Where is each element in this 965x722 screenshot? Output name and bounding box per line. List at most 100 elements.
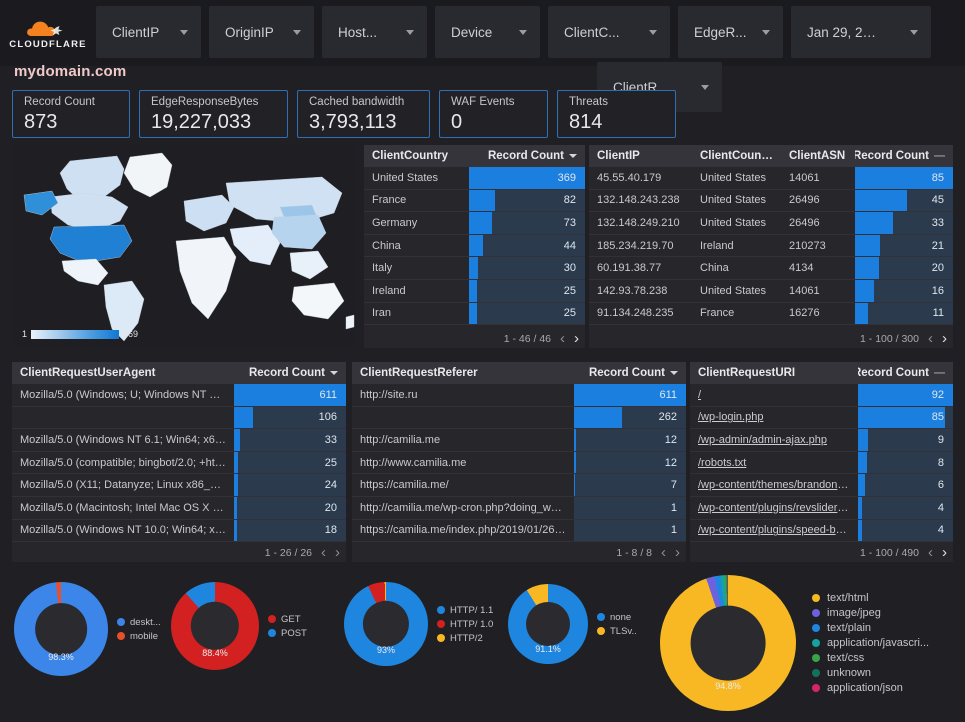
table-row[interactable]: United States 369	[364, 167, 585, 190]
cell-uri[interactable]: /wp-content/themes/brandon/plu...	[698, 479, 858, 492]
table-row[interactable]: Germany 73	[364, 212, 585, 235]
kpi-edge-response-bytes[interactable]: EdgeResponseBytes 19,227,033	[139, 90, 288, 138]
table-row[interactable]: 91.134.248.235 France 16276 11	[589, 302, 953, 326]
table-row[interactable]: 142.93.78.238 United States 14061 16	[589, 279, 953, 303]
table-row[interactable]: http://camilia.me 12	[352, 429, 686, 452]
filter-originip[interactable]: OriginIP	[209, 6, 314, 58]
next-page-button[interactable]: ›	[574, 330, 579, 347]
legend-item[interactable]: HTTP/ 1.1	[437, 605, 493, 616]
table-row[interactable]: Mozilla/5.0 (Windows NT 6.1; Win64; x64;…	[12, 429, 346, 452]
table-row[interactable]: Iran 25	[364, 302, 585, 326]
legend-item[interactable]: image/jpeg	[812, 607, 929, 619]
table-row[interactable]: http://www.camilia.me 12	[352, 451, 686, 475]
donut-chart-http-method[interactable]: 88.4% GET POST	[171, 582, 307, 670]
legend-item[interactable]: GET	[268, 614, 307, 625]
filter-device[interactable]: Device	[435, 6, 540, 58]
table-row[interactable]: /wp-content/plugins/revslider/rs-p... 4	[690, 496, 953, 520]
table-row[interactable]: 185.234.219.70 Ireland 210273 21	[589, 234, 953, 258]
col-useragent[interactable]: ClientRequestUserAgent	[20, 367, 156, 379]
filter-clientip[interactable]: ClientIP	[96, 6, 201, 58]
next-page-button[interactable]: ›	[942, 544, 947, 561]
kpi-waf-events[interactable]: WAF Events 0	[439, 90, 548, 138]
kpi-threats[interactable]: Threats 814	[557, 90, 676, 138]
world-map-chart[interactable]: 1 369	[12, 145, 356, 348]
table-client-ip[interactable]: ClientIP ClientCountry ClientASN Record …	[589, 145, 953, 348]
table-row[interactable]: 60.191.38.77 China 4134 20	[589, 257, 953, 280]
table-row[interactable]: /wp-content/plugins/speed-booste... 4	[690, 519, 953, 543]
col-record-count[interactable]: Record Count —	[858, 367, 953, 379]
table-row[interactable]: Mozilla/5.0 (compatible; bingbot/2.0; +h…	[12, 451, 346, 475]
legend-item[interactable]: TLSv..	[597, 626, 637, 637]
legend-item[interactable]: mobile	[117, 631, 161, 642]
kpi-cached-bandwidth[interactable]: Cached bandwidth 3,793,113	[297, 90, 430, 138]
table-row[interactable]: /robots.txt 8	[690, 451, 953, 475]
table-row[interactable]: Mozilla/5.0 (Macintosh; Intel Mac OS X 1…	[12, 496, 346, 520]
legend-item[interactable]: deskt...	[117, 617, 161, 628]
table-row[interactable]: http://camilia.me/wp-cron.php?doing_wp_c…	[352, 496, 686, 520]
table-row[interactable]: China 44	[364, 234, 585, 258]
table-row[interactable]: 262	[352, 406, 686, 430]
table-row[interactable]: Mozilla/5.0 (Windows NT 10.0; Win64; x64…	[12, 519, 346, 543]
legend-item[interactable]: text/css	[812, 652, 929, 664]
col-clientcountry[interactable]: ClientCountry	[372, 150, 449, 162]
table-row[interactable]: /wp-content/themes/brandon/plu... 6	[690, 474, 953, 497]
col-record-count[interactable]: Record Count	[574, 367, 686, 379]
cell-uri[interactable]: /robots.txt	[698, 456, 747, 469]
prev-page-button[interactable]: ‹	[661, 544, 666, 561]
table-referer[interactable]: ClientRequestReferer Record Count http:/…	[352, 362, 686, 562]
col-clientip[interactable]: ClientIP	[597, 150, 640, 162]
table-row[interactable]: https://camilia.me/ 7	[352, 474, 686, 497]
legend-item[interactable]: HTTP/2	[437, 633, 493, 644]
legend-item[interactable]: unknown	[812, 667, 929, 679]
cell-uri[interactable]: /wp-content/plugins/revslider/rs-p...	[698, 501, 858, 514]
donut-chart-http-version[interactable]: 93% HTTP/ 1.1 HTTP/ 1.0 HTTP/2	[344, 582, 493, 666]
table-row[interactable]: Mozilla/5.0 (Windows; U; Windows NT 5.1;…	[12, 384, 346, 407]
prev-page-button[interactable]: ‹	[928, 544, 933, 561]
cell-uri[interactable]: /	[698, 388, 702, 401]
table-row[interactable]: Italy 30	[364, 257, 585, 280]
table-row[interactable]: France 82	[364, 189, 585, 213]
table-row[interactable]: http://site.ru 611	[352, 384, 686, 407]
col-clientcountry[interactable]: ClientCountry	[700, 150, 777, 162]
donut-chart-content-type[interactable]: 94.8% text/html image/jpeg text/plain a	[660, 575, 929, 711]
next-page-button[interactable]: ›	[675, 544, 680, 561]
next-page-button[interactable]: ›	[335, 544, 340, 561]
legend-item[interactable]: text/plain	[812, 622, 929, 634]
cell-uri[interactable]: /wp-login.php	[698, 411, 764, 424]
cell-uri[interactable]: /wp-content/plugins/speed-booste...	[698, 524, 858, 537]
col-uri[interactable]: ClientRequestURI	[698, 367, 796, 379]
table-uri[interactable]: ClientRequestURI Record Count — / 92 /wp…	[690, 362, 953, 562]
col-record-count[interactable]: Record Count —	[855, 150, 953, 162]
filter-date-range[interactable]: Jan 29, 2019	[791, 6, 931, 58]
table-row[interactable]: /wp-login.php 85	[690, 406, 953, 430]
legend-item[interactable]: none	[597, 612, 637, 623]
legend-item[interactable]: application/javascri...	[812, 637, 929, 649]
cell-uri[interactable]: /wp-admin/admin-ajax.php	[698, 433, 828, 446]
prev-page-button[interactable]: ‹	[560, 330, 565, 347]
col-clientasn[interactable]: ClientASN	[789, 150, 846, 162]
kpi-record-count[interactable]: Record Count 873	[12, 90, 130, 138]
table-row[interactable]: / 92	[690, 384, 953, 407]
filter-host[interactable]: Host...	[322, 6, 427, 58]
table-row[interactable]: 132.148.249.210 United States 26496 33	[589, 212, 953, 235]
table-row[interactable]: /wp-admin/admin-ajax.php 9	[690, 429, 953, 452]
table-row[interactable]: 132.148.243.238 United States 26496 45	[589, 189, 953, 213]
filter-clientcountry[interactable]: ClientC...	[548, 6, 670, 58]
table-row[interactable]: Ireland 25	[364, 279, 585, 303]
legend-item[interactable]: text/html	[812, 592, 929, 604]
prev-page-button[interactable]: ‹	[928, 330, 933, 347]
table-row[interactable]: 45.55.40.179 United States 14061 85	[589, 167, 953, 190]
filter-edgeresponse[interactable]: EdgeR...	[678, 6, 783, 58]
table-client-country[interactable]: ClientCountry Record Count United States…	[364, 145, 585, 348]
legend-item[interactable]: application/json	[812, 682, 929, 694]
col-referer[interactable]: ClientRequestReferer	[360, 367, 478, 379]
table-user-agent[interactable]: ClientRequestUserAgent Record Count Mozi…	[12, 362, 346, 562]
legend-item[interactable]: POST	[268, 628, 307, 639]
next-page-button[interactable]: ›	[942, 330, 947, 347]
legend-item[interactable]: HTTP/ 1.0	[437, 619, 493, 630]
col-record-count[interactable]: Record Count	[469, 150, 585, 162]
col-record-count[interactable]: Record Count	[234, 367, 346, 379]
donut-chart-tls-version[interactable]: 91.1% none TLSv..	[508, 584, 637, 664]
table-row[interactable]: 106	[12, 406, 346, 430]
table-row[interactable]: Mozilla/5.0 (X11; Datanyze; Linux x86_64…	[12, 474, 346, 497]
